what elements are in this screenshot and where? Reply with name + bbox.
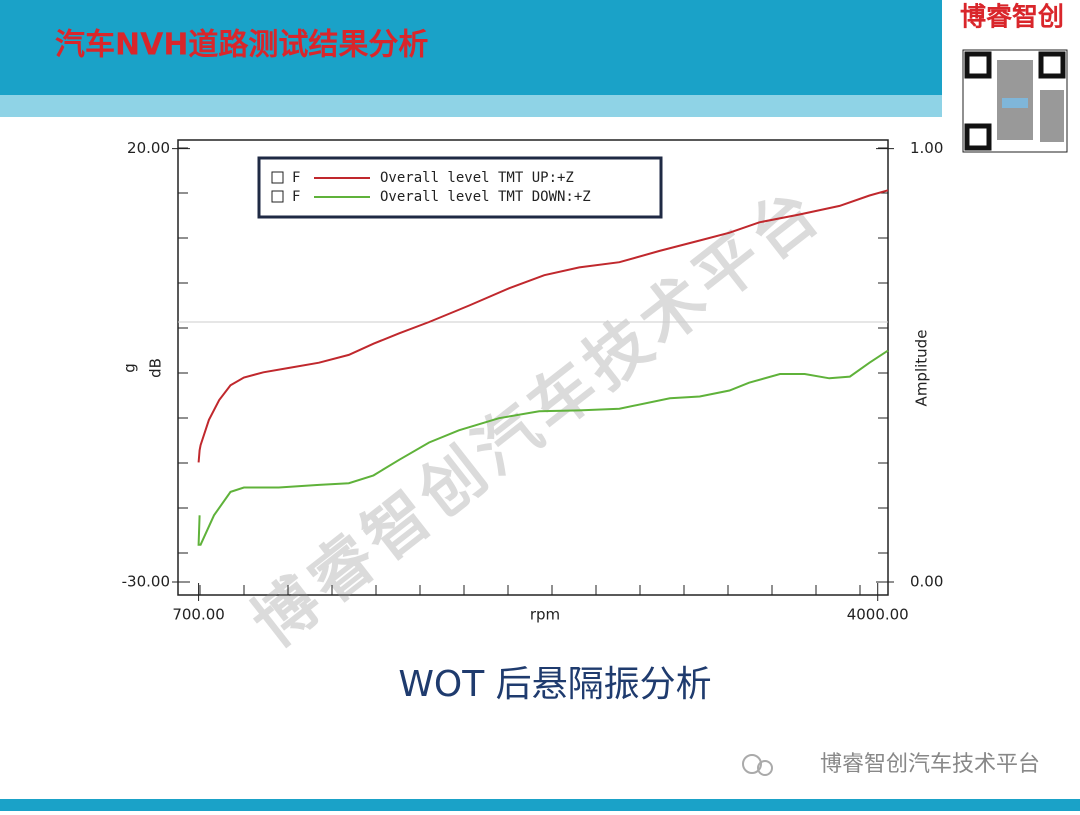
legend-marker: [271, 171, 284, 184]
series-line: [197, 349, 889, 546]
legend-box: [257, 156, 663, 219]
legend-prefix: F: [292, 189, 300, 205]
x-axis-label: rpm: [530, 606, 560, 624]
y2-tick-label: 1.00: [910, 139, 943, 157]
y2-axis-label: Amplitude: [913, 330, 931, 407]
caption: WOT 后悬隔振分析: [398, 664, 711, 705]
y2-tick-label: 0.00: [910, 573, 943, 591]
footer-text: 博睿智创汽车技术平台: [820, 752, 1040, 777]
y-tick-label: -30.00: [122, 573, 170, 591]
footer-band: [0, 799, 1080, 811]
header-stripe: [0, 95, 942, 117]
plot-frame: [177, 139, 889, 596]
legend: F Overall level TMT UP:+Z F Overall level T…: [257, 156, 663, 219]
legend-marker: [271, 190, 284, 203]
y-tick-label: 20.00: [127, 139, 170, 157]
header-band: [0, 0, 942, 95]
y-axis-label: dB: [147, 358, 165, 378]
x-tick-label: 700.00: [172, 606, 225, 624]
wechat-icon: [742, 754, 762, 774]
legend-label: Overall level TMT UP:+Z: [380, 170, 574, 186]
slide-title: 汽车NVH道路测试结果分析: [55, 28, 428, 63]
legend-prefix: F: [292, 170, 300, 186]
legend-label: Overall level TMT DOWN:+Z: [380, 189, 591, 205]
wechat-icon: [757, 760, 773, 776]
watermark: 博睿智创汽车技术平台: [239, 173, 836, 662]
x-tick-label: 4000.00: [847, 606, 909, 624]
qr-code: [962, 49, 1068, 153]
logo-text: 博睿智创: [960, 3, 1064, 33]
series-line: [197, 189, 889, 463]
y-axis-unit: g: [121, 363, 139, 373]
